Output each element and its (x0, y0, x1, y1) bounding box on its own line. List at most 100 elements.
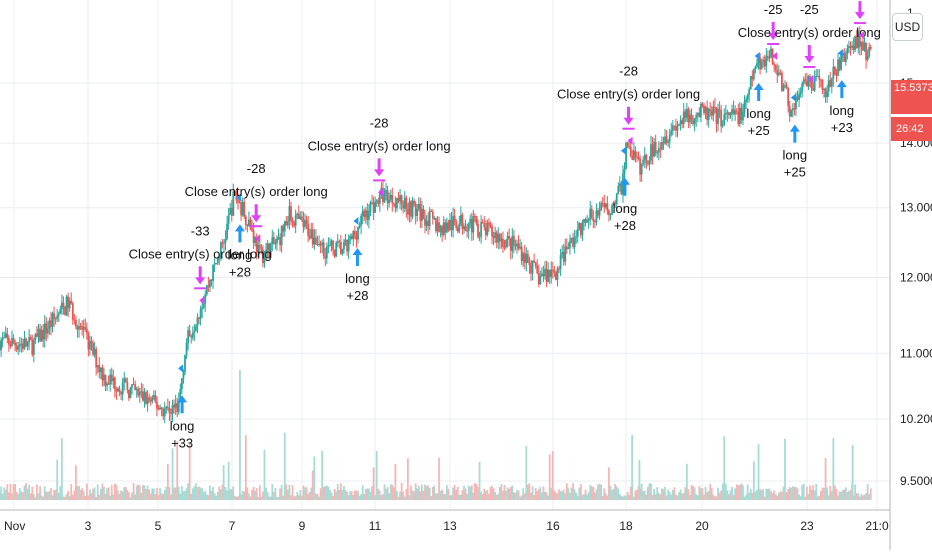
volume-bar (744, 497, 746, 500)
candle-body (649, 160, 651, 164)
volume-bar (631, 435, 633, 500)
entry-label: long (830, 103, 855, 118)
volume-bar (530, 493, 532, 500)
candle-body (97, 365, 99, 367)
volume-bar (312, 470, 314, 500)
volume-bar (94, 487, 96, 500)
candle-body (511, 236, 513, 251)
candle-body (83, 327, 85, 330)
candle-body (116, 389, 118, 391)
candle-body (22, 344, 24, 349)
volume-bar (462, 490, 464, 500)
time-tick-label: 5 (155, 519, 162, 533)
candle-body (490, 225, 492, 227)
candle-body (681, 120, 683, 124)
volume-bar (165, 487, 167, 500)
candle-body (610, 214, 612, 215)
exit-bar (250, 225, 262, 227)
candle-body (432, 212, 434, 219)
volume-bar (560, 491, 562, 500)
candle-body (499, 234, 501, 241)
exit-size: -33 (191, 223, 210, 238)
candle-body (658, 148, 660, 152)
volume-bar (264, 450, 266, 500)
candle-body (435, 218, 437, 231)
volume-bar (538, 489, 540, 500)
candle-body (518, 243, 520, 248)
volume-bar (617, 488, 619, 500)
volume-bar (190, 494, 192, 500)
volume-bar (229, 489, 231, 500)
candle-body (742, 112, 744, 120)
volume-bar (159, 488, 161, 500)
volume-bar (265, 488, 267, 500)
volume-bar (703, 495, 705, 500)
candle-body (162, 409, 164, 416)
candle-body (697, 113, 699, 116)
volume-bar (452, 487, 454, 500)
volume-bar (41, 495, 43, 500)
volume-bar (625, 496, 627, 500)
volume-bar (162, 494, 164, 500)
candle-body (527, 254, 529, 263)
volume-bar (611, 490, 613, 500)
volume-bar (451, 495, 453, 500)
volume-bar (804, 497, 806, 500)
volume-bar (123, 487, 125, 500)
candle-body (680, 120, 682, 124)
candle-body (150, 400, 152, 402)
candle-body (508, 236, 510, 238)
candle-body (454, 216, 456, 222)
candle-body (75, 320, 77, 327)
volume-bar (471, 485, 473, 500)
candle-body (281, 226, 283, 246)
candle-body (541, 274, 543, 276)
candle-body (647, 163, 649, 164)
candle-body (700, 104, 702, 117)
candle-body (666, 137, 668, 143)
candle-body (225, 239, 227, 243)
candle-body (773, 64, 775, 65)
volume-bar (569, 493, 571, 500)
volume-bar (331, 493, 333, 500)
volume-bar (536, 491, 538, 500)
candle-body (396, 198, 398, 208)
candle-body (525, 254, 527, 263)
candles (0, 26, 872, 423)
candle-body (226, 224, 228, 239)
volume-bar (502, 491, 504, 500)
candle-body (278, 237, 280, 238)
candle-body (730, 114, 732, 115)
volume-bar (564, 493, 566, 500)
candle-body (399, 195, 401, 201)
volume-bar (446, 485, 448, 500)
candle-body (200, 309, 202, 318)
candle-body (851, 46, 853, 48)
candle-body (496, 232, 498, 242)
candle-body (675, 126, 677, 131)
candle-body (550, 269, 552, 276)
candle-body (639, 159, 641, 175)
candle-body (112, 378, 114, 382)
exit-bar (854, 22, 866, 24)
candle-body (635, 151, 637, 157)
candle-body (652, 144, 654, 156)
candle-body (20, 344, 22, 345)
volume-bar (349, 491, 351, 500)
volume-bar (303, 486, 305, 500)
candle-body (13, 338, 15, 342)
candle-body (424, 219, 426, 226)
volume-bar (483, 489, 485, 500)
candle-body (80, 326, 82, 327)
volume-bar (599, 484, 601, 500)
volume-bar (460, 495, 462, 500)
volume-bar (69, 496, 71, 500)
time-tick-label: 23 (800, 519, 814, 533)
candle-body (91, 341, 93, 343)
volume-bar (299, 490, 301, 500)
volume-bar (236, 497, 238, 500)
volume-bar (274, 488, 276, 500)
candle-body (673, 126, 675, 127)
currency-button[interactable]: USD (892, 13, 923, 41)
